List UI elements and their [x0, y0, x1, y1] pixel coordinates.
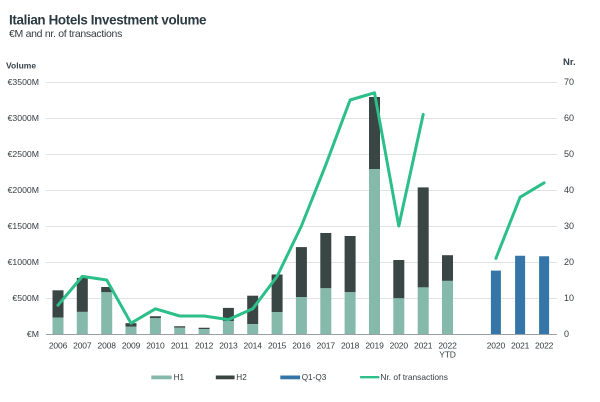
svg-text:2019: 2019 — [365, 340, 384, 350]
svg-text:0: 0 — [564, 329, 569, 339]
svg-text:2018: 2018 — [341, 340, 360, 350]
svg-text:2007: 2007 — [73, 340, 92, 350]
svg-text:€500M: €500M — [12, 293, 39, 303]
svg-text:50: 50 — [564, 149, 574, 159]
svg-text:2006: 2006 — [49, 340, 68, 350]
svg-text:€M and nr. of transactions: €M and nr. of transactions — [9, 28, 122, 40]
svg-text:2010: 2010 — [146, 340, 165, 350]
svg-text:20: 20 — [564, 257, 574, 267]
svg-text:2009: 2009 — [122, 340, 141, 350]
svg-text:€2000M: €2000M — [8, 185, 39, 195]
svg-text:2014: 2014 — [244, 340, 263, 350]
svg-text:Q1-Q3: Q1-Q3 — [302, 373, 327, 382]
svg-text:H2: H2 — [236, 373, 247, 382]
svg-text:€2500M: €2500M — [8, 149, 39, 159]
svg-text:2008: 2008 — [98, 340, 117, 350]
svg-text:Nr. of transactions: Nr. of transactions — [380, 372, 448, 382]
svg-text:40: 40 — [564, 185, 574, 195]
svg-text:€M: €M — [27, 329, 39, 339]
svg-text:Volume: Volume — [6, 61, 36, 71]
svg-text:2020: 2020 — [390, 340, 409, 350]
svg-text:2020: 2020 — [487, 340, 506, 350]
svg-text:2012: 2012 — [195, 340, 214, 350]
svg-text:2021: 2021 — [414, 340, 433, 350]
svg-text:€1000M: €1000M — [8, 257, 39, 267]
svg-text:H1: H1 — [174, 373, 185, 382]
svg-text:€1500M: €1500M — [8, 221, 39, 231]
svg-text:Nr.: Nr. — [563, 57, 576, 68]
svg-text:€3500M: €3500M — [8, 77, 39, 87]
svg-text:60: 60 — [564, 113, 574, 123]
svg-text:2017: 2017 — [317, 340, 336, 350]
svg-text:2011: 2011 — [171, 340, 189, 350]
svg-text:2016: 2016 — [292, 340, 311, 350]
svg-text:2021: 2021 — [511, 340, 530, 350]
svg-text:2015: 2015 — [268, 340, 287, 350]
svg-text:10: 10 — [564, 293, 574, 303]
svg-text:30: 30 — [564, 221, 574, 231]
svg-text:YTD: YTD — [439, 350, 456, 360]
svg-text:2013: 2013 — [219, 340, 238, 350]
svg-text:€3000M: €3000M — [8, 113, 39, 123]
svg-text:Italian Hotels Investment volu: Italian Hotels Investment volume — [9, 13, 206, 28]
svg-text:2022: 2022 — [438, 340, 457, 350]
svg-text:2022: 2022 — [535, 340, 554, 350]
svg-text:70: 70 — [564, 77, 574, 87]
